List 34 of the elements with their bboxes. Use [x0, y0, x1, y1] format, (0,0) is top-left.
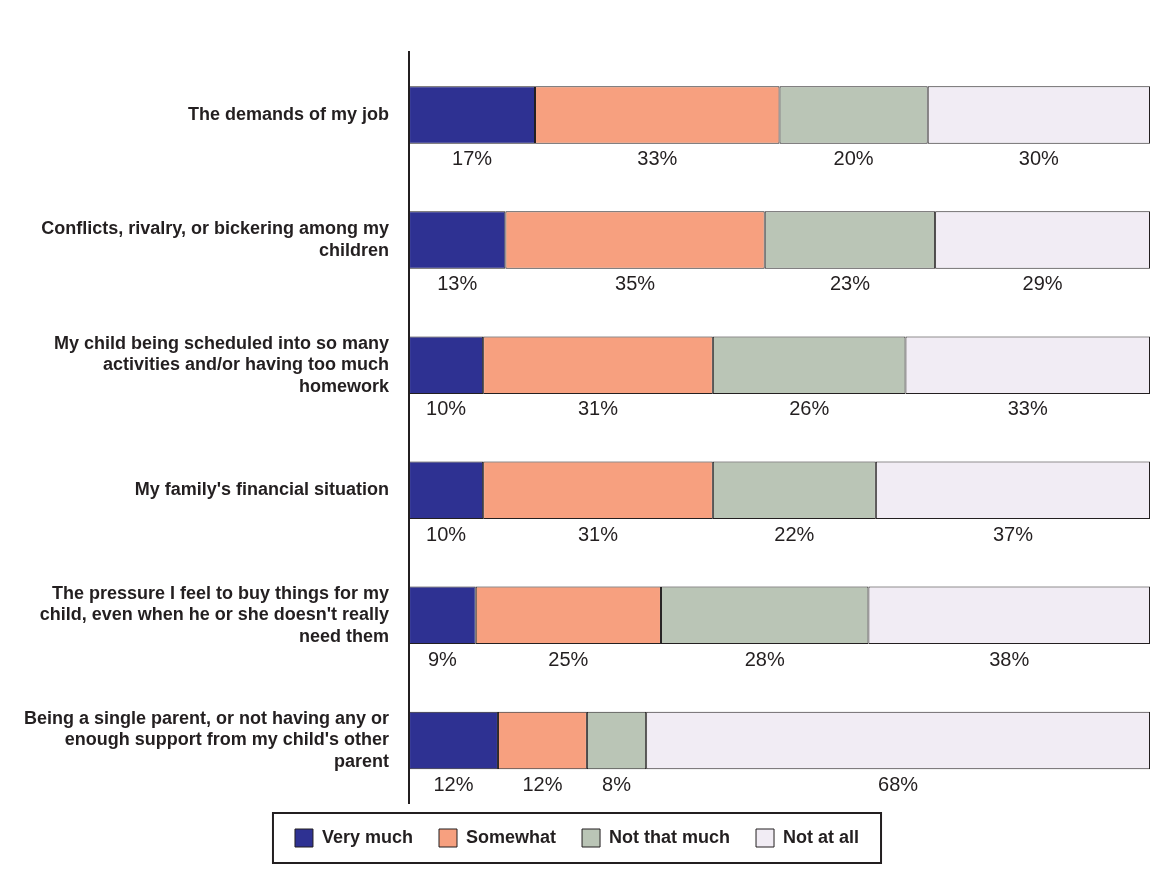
y-tick-label: Being a single parent, or not having any or enough support from my child's other parent	[23, 707, 390, 772]
y-tick-label: The demands of my job	[188, 103, 390, 124]
data-label: 68%	[878, 772, 919, 795]
data-label: 13%	[437, 272, 478, 295]
data-label: 12%	[433, 772, 474, 795]
data-label: 20%	[833, 147, 874, 170]
data-label: 10%	[426, 397, 467, 420]
y-tick-label: The pressure I feel to buy things for my child, even when he or she doesn't really need them	[39, 582, 390, 646]
data-label: 29%	[1022, 272, 1063, 295]
legend-label: Very much	[321, 826, 414, 847]
data-label: 17%	[452, 147, 493, 170]
data-label: 26%	[789, 397, 830, 420]
data-label: 28%	[744, 647, 785, 670]
data-label: 31%	[577, 522, 619, 545]
legend-label: Not at all	[783, 826, 860, 847]
data-label: 8%	[602, 772, 632, 795]
legend-label: Somewhat	[466, 826, 557, 847]
data-label: 33%	[1007, 397, 1048, 420]
data-label: 9%	[427, 647, 458, 670]
data-label: 31%	[577, 397, 619, 420]
y-tick-label: Conflicts, rivalry, or bickering among my children	[41, 218, 390, 260]
data-label: 25%	[548, 647, 589, 670]
data-label: 35%	[615, 272, 656, 295]
data-label: 33%	[637, 147, 678, 170]
legend-label: Not that much	[609, 826, 731, 847]
data-label: 30%	[1018, 147, 1060, 170]
data-label: 23%	[829, 272, 871, 295]
data-label: 22%	[774, 522, 815, 545]
y-tick-label: My family's financial situation	[134, 479, 390, 500]
data-label: 12%	[522, 772, 563, 795]
data-label: 10%	[426, 522, 467, 545]
y-tick-label: My child being scheduled into so many activities and/or having too much homework	[53, 332, 391, 396]
data-label: 38%	[989, 647, 1030, 670]
data-label: 37%	[992, 522, 1034, 545]
